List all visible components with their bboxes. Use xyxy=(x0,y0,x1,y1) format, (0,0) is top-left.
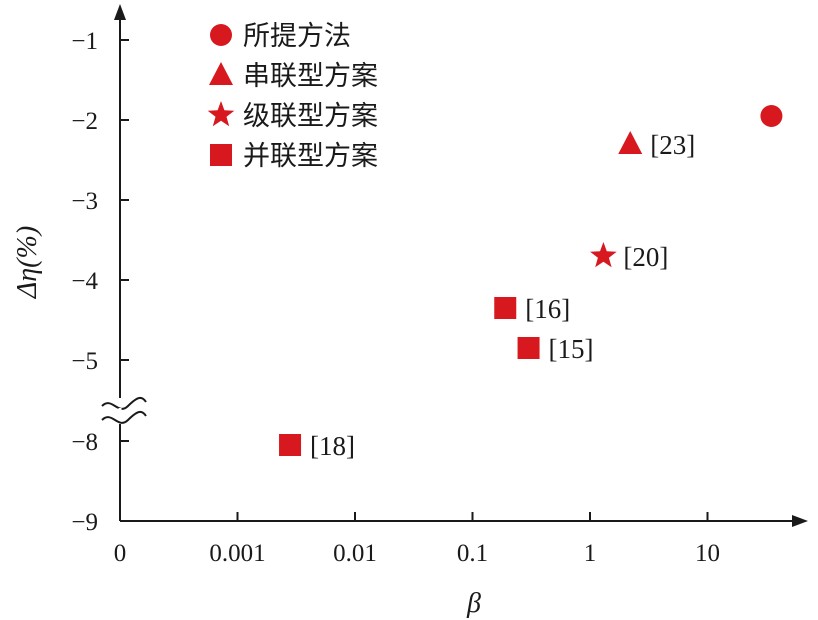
triangle-data-point xyxy=(618,131,643,154)
x-tick-label: 0.001 xyxy=(209,540,265,567)
x-tick-label: 10 xyxy=(695,540,720,567)
x-tick-label: 1 xyxy=(584,540,597,567)
y-tick-label: −9 xyxy=(71,509,98,536)
reference-label: [23] xyxy=(650,130,695,160)
axis-break-symbol xyxy=(101,396,147,424)
reference-label: [16] xyxy=(525,294,570,324)
x-axis-arrow xyxy=(792,515,808,527)
y-axis-label: Δη(%) xyxy=(12,226,43,299)
y-tick-label: −5 xyxy=(71,348,98,375)
legend-label: 级联型方案 xyxy=(243,101,378,132)
y-tick-label: −3 xyxy=(71,188,98,215)
square-data-point xyxy=(279,434,302,456)
ticks: 0 0.001 0.01 0.1 1 10 −1 −2 −3 −4 −5 −8 −9 xyxy=(71,28,720,567)
x-tick-label: 0 xyxy=(114,540,127,567)
legend-square-marker xyxy=(210,144,232,166)
square-data-point xyxy=(517,337,540,359)
y-tick-label: −1 xyxy=(71,28,98,55)
legend-triangle-marker xyxy=(209,62,233,85)
break-wave-upper xyxy=(101,396,147,410)
star-data-point xyxy=(590,242,617,268)
y-tick-label: −2 xyxy=(71,108,98,135)
reference-label: [18] xyxy=(310,431,355,461)
reference-label: [20] xyxy=(623,242,668,272)
legend-label: 串联型方案 xyxy=(243,61,378,92)
y-tick-label: −4 xyxy=(71,268,98,295)
x-tick-label: 0.1 xyxy=(457,540,488,567)
axes xyxy=(114,4,808,527)
circle-data-point xyxy=(760,105,783,127)
reference-label: [15] xyxy=(549,334,594,364)
y-tick-label: −8 xyxy=(71,429,98,456)
legend-label: 所提方法 xyxy=(243,21,351,52)
break-wave-lower xyxy=(101,410,147,424)
legend-star-marker xyxy=(207,101,235,127)
data-points: [23] [20] [16] [15] [18] xyxy=(279,105,783,461)
y-axis-arrow xyxy=(114,4,126,20)
legend-label: 并联型方案 xyxy=(243,141,378,172)
legend-circle-marker xyxy=(210,24,232,46)
x-axis-label: β xyxy=(466,588,481,619)
square-data-point xyxy=(494,297,517,319)
x-tick-label: 0.01 xyxy=(333,540,377,567)
